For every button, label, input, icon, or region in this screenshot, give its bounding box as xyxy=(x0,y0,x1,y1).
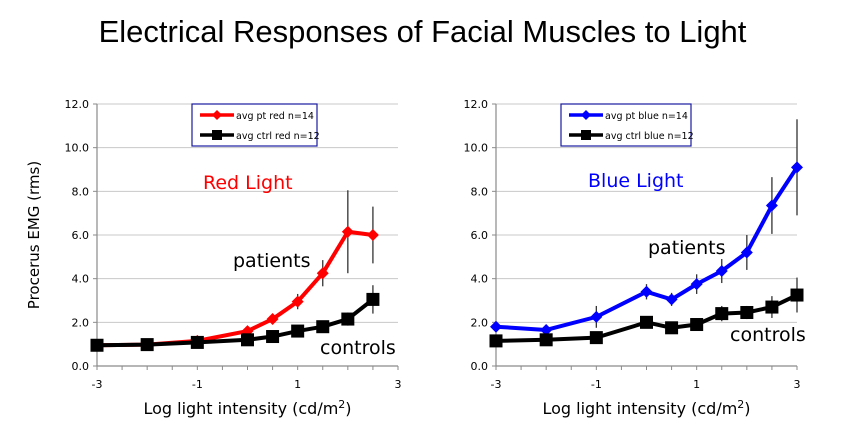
x-tick-label: 3 xyxy=(794,378,801,391)
x-tick-label: 1 xyxy=(294,378,301,391)
x-axis-label-superscript: 2 xyxy=(338,398,345,411)
data-point xyxy=(590,310,603,323)
legend-swatch-marker xyxy=(212,130,222,140)
data-point xyxy=(791,161,803,174)
data-point xyxy=(140,338,154,352)
data-point xyxy=(640,315,653,329)
annotation-controls: controls xyxy=(730,324,806,346)
series-patients xyxy=(490,119,803,336)
x-axis-label-text: Log light intensity (cd/m xyxy=(143,399,338,418)
y-tick-label: 12.0 xyxy=(65,98,90,111)
data-point xyxy=(316,320,330,334)
y-tick-label: 2.0 xyxy=(471,316,489,329)
y-axis-label: Procerus EMG (rms) xyxy=(25,161,43,309)
data-point xyxy=(266,330,280,344)
data-point xyxy=(715,307,729,321)
panel-label: Blue Light xyxy=(588,170,684,192)
data-point xyxy=(690,278,703,291)
x-axis-label-text: Log light intensity (cd/m xyxy=(542,399,737,418)
data-point xyxy=(740,306,754,320)
series-controls xyxy=(489,277,804,348)
legend: avg pt blue n=14 avg ctrl blue n=12 xyxy=(560,103,694,147)
y-tick-label: 12.0 xyxy=(464,98,489,111)
series-line xyxy=(96,229,374,348)
data-point xyxy=(266,313,279,326)
y-tick-label: 10.0 xyxy=(464,142,489,155)
legend-entry: avg pt blue n=14 xyxy=(605,111,688,122)
data-point xyxy=(366,292,380,306)
x-tick-label: -3 xyxy=(92,378,103,391)
x-tick-label: -1 xyxy=(591,378,602,391)
data-point xyxy=(740,246,753,259)
data-point xyxy=(341,312,355,326)
data-point xyxy=(341,225,354,238)
x-axis-label-end: ) xyxy=(744,399,750,418)
data-point xyxy=(241,333,254,347)
data-point xyxy=(790,288,804,302)
data-point xyxy=(190,335,204,349)
legend-entry: avg pt red n=14 xyxy=(236,111,314,122)
data-point xyxy=(490,320,502,333)
y-tick-label: 4.0 xyxy=(471,273,489,286)
data-point xyxy=(489,334,503,348)
page-title: Electrical Responses of Facial Muscles t… xyxy=(98,14,747,49)
y-tick-label: 0.0 xyxy=(72,360,90,373)
y-tick-label: 8.0 xyxy=(72,185,90,198)
series-line xyxy=(495,166,799,332)
y-tick-label: 6.0 xyxy=(471,229,489,242)
chart-panel-blue: 0.0 2.0 4.0 6.0 8.0 10.0 12.0 -3 -1 1 3 Log light i… xyxy=(464,98,806,418)
series-controls xyxy=(90,285,380,352)
legend: avg pt red n=14 avg ctrl red n=12 xyxy=(191,103,320,147)
annotation-controls: controls xyxy=(320,337,396,359)
data-point xyxy=(539,333,553,347)
data-point xyxy=(291,324,305,338)
annotation-patients: patients xyxy=(233,250,311,272)
data-point xyxy=(665,321,679,335)
x-tick-label: -1 xyxy=(192,378,203,391)
x-axis-label: Log light intensity (cd/m2) xyxy=(143,398,351,418)
legend-entry: avg ctrl blue n=12 xyxy=(605,131,694,142)
data-point xyxy=(765,199,778,212)
legend-swatch-marker xyxy=(212,110,222,120)
y-tick-label: 4.0 xyxy=(72,273,90,286)
data-point xyxy=(715,265,728,278)
y-tick-label: 10.0 xyxy=(65,142,90,155)
legend-entry: avg ctrl red n=12 xyxy=(236,131,320,142)
annotation-patients: patients xyxy=(648,237,726,259)
x-tick-label: -3 xyxy=(491,378,502,391)
y-tick-label: 2.0 xyxy=(72,316,90,329)
data-point xyxy=(589,331,603,345)
legend-swatch-marker xyxy=(581,130,591,140)
x-tick-label: 3 xyxy=(395,378,402,391)
x-axis-label-superscript: 2 xyxy=(737,398,744,411)
x-axis-label: Log light intensity (cd/m2) xyxy=(542,398,750,418)
x-tick-label: 1 xyxy=(693,378,700,391)
legend-swatch-marker xyxy=(581,110,591,120)
data-point xyxy=(291,295,304,308)
y-tick-label: 8.0 xyxy=(471,185,489,198)
data-point xyxy=(640,285,653,298)
data-point xyxy=(366,229,379,241)
data-point xyxy=(690,318,704,332)
data-point xyxy=(765,300,779,314)
panel-label: Red Light xyxy=(203,172,293,194)
data-point xyxy=(316,267,329,280)
y-tick-label: 6.0 xyxy=(72,229,90,242)
data-point xyxy=(90,338,104,352)
data-point xyxy=(540,323,553,336)
x-axis-label-end: ) xyxy=(345,399,351,418)
y-tick-label: 0.0 xyxy=(471,360,489,373)
series-line xyxy=(495,293,798,343)
chart-panel-red: 0.0 2.0 4.0 6.0 8.0 10.0 12.0 -3 -1 1 3 Log light i… xyxy=(25,98,402,418)
data-point xyxy=(665,293,678,306)
